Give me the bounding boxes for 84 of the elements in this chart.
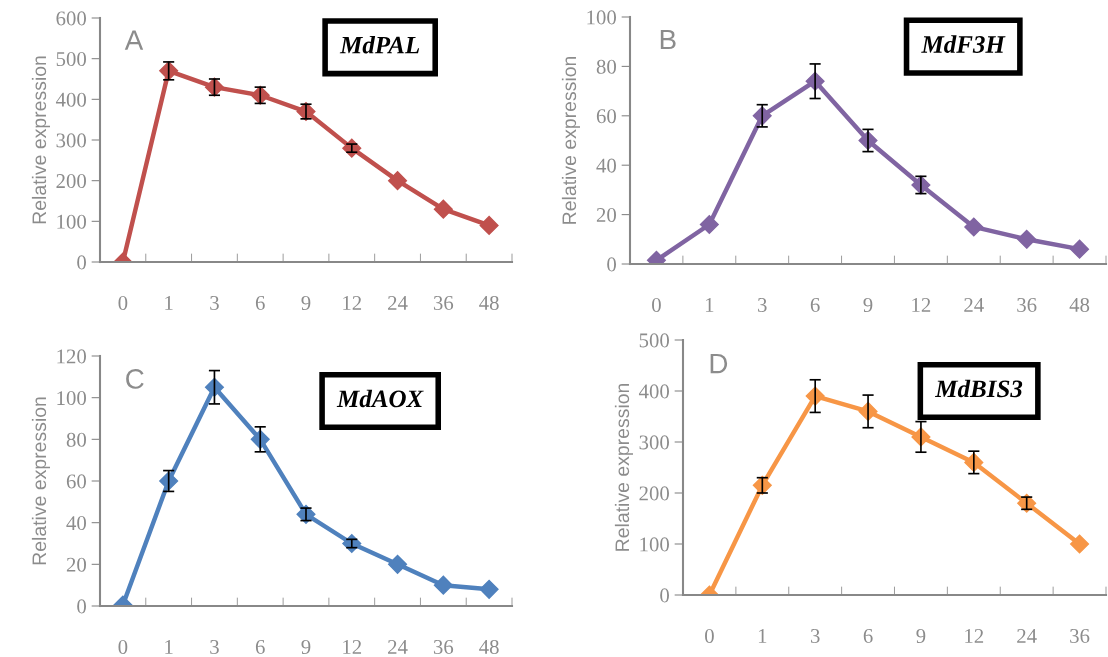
point — [388, 554, 408, 574]
annotation: MdBIS3 — [935, 379, 1023, 398]
x-tick-label: 9 — [863, 297, 873, 312]
y-tick-label: 120 — [57, 349, 87, 364]
y-tick-label: 500 — [56, 52, 87, 67]
point — [479, 579, 499, 599]
annotation: C — [126, 369, 144, 389]
x-tick-label: 1 — [165, 640, 173, 654]
x-tick-label: 12 — [912, 297, 931, 312]
y-tick-label: 80 — [66, 432, 87, 447]
point — [433, 199, 453, 219]
x-tick-label: 1 — [705, 298, 714, 312]
y-tick-label: 400 — [55, 92, 87, 107]
x-tick-label: 3 — [210, 295, 219, 310]
y-tick-label: 60 — [66, 474, 87, 489]
y-tick-label: 200 — [56, 174, 87, 189]
point — [433, 575, 453, 595]
annotation: A — [124, 30, 144, 50]
y-tick-label: 200 — [639, 486, 670, 501]
y-tick-label: 600 — [56, 11, 87, 26]
x-tick-label: 48 — [479, 639, 499, 654]
point — [388, 171, 408, 191]
x-tick-label: 6 — [255, 295, 265, 310]
point — [204, 377, 224, 397]
y-tick-label: 0 — [77, 255, 87, 270]
x-tick-label: 6 — [255, 639, 265, 654]
point — [1017, 229, 1037, 249]
y-tick-label: 0 — [77, 599, 87, 614]
x-tick-label: 9 — [301, 295, 311, 310]
y-tick-label: 40 — [66, 516, 87, 531]
x-tick-label: 0 — [118, 639, 128, 654]
y-tick-label: 40 — [596, 158, 617, 173]
y-tick-label: 80 — [596, 59, 617, 74]
x-tick-label: 24 — [388, 639, 408, 654]
x-tick-label: 24 — [964, 297, 984, 312]
annotation: MdPAL — [339, 35, 420, 54]
x-tick-label: 6 — [863, 628, 873, 643]
x-tick-label: 9 — [301, 639, 311, 654]
y-tick-label: 0 — [660, 588, 670, 603]
y-tick-label: 100 — [640, 537, 670, 552]
x-tick-label: 9 — [916, 628, 926, 643]
y-tick-label: 500 — [639, 333, 670, 348]
y-tick-label: 20 — [596, 207, 617, 223]
point — [699, 214, 719, 235]
y-axis-title: Relative expression — [31, 397, 50, 565]
point — [964, 217, 984, 237]
x-tick-label: 36 — [1017, 297, 1037, 312]
x-tick-label: 1 — [758, 629, 767, 643]
point — [1070, 534, 1090, 554]
x-tick-label: 3 — [210, 639, 219, 654]
y-tick-label: 100 — [587, 10, 617, 25]
point — [1070, 239, 1090, 259]
y-axis-title: Relative expression — [614, 383, 633, 551]
y-axis-title: Relative expression — [561, 56, 580, 224]
x-tick-label: 36 — [433, 639, 454, 654]
x-tick-label: 36 — [433, 295, 454, 310]
y-tick-label: 100 — [57, 214, 87, 229]
x-tick-label: 48 — [479, 295, 499, 310]
y-tick-label: 100 — [57, 391, 87, 406]
annotation: D — [710, 354, 728, 374]
annotation: MdF3H — [921, 35, 1006, 53]
y-tick-label: 0 — [607, 257, 617, 272]
annotation: MdAOX — [336, 389, 424, 408]
y-tick-label: 20 — [66, 557, 87, 572]
x-tick-label: 3 — [810, 628, 820, 643]
y-tick-label: 400 — [638, 384, 670, 399]
x-tick-label: 12 — [343, 639, 362, 654]
y-tick-label: 300 — [639, 435, 670, 450]
point — [479, 215, 499, 235]
y-tick-label: 60 — [596, 109, 617, 124]
x-tick-label: 0 — [705, 628, 714, 643]
x-tick-label: 0 — [118, 295, 128, 310]
x-tick-label: 3 — [758, 297, 767, 312]
annotation: B — [660, 30, 676, 50]
x-tick-label: 24 — [1017, 628, 1037, 643]
x-tick-label: 6 — [810, 297, 820, 312]
x-tick-label: 48 — [1069, 297, 1090, 312]
x-tick-label: 12 — [343, 295, 362, 310]
x-tick-label: 36 — [1070, 628, 1090, 643]
x-tick-label: 24 — [388, 295, 408, 310]
x-tick-label: 1 — [165, 296, 173, 310]
y-axis-title: Relative expression — [31, 56, 50, 224]
x-tick-label: 12 — [965, 628, 984, 643]
y-tick-label: 300 — [56, 133, 87, 148]
